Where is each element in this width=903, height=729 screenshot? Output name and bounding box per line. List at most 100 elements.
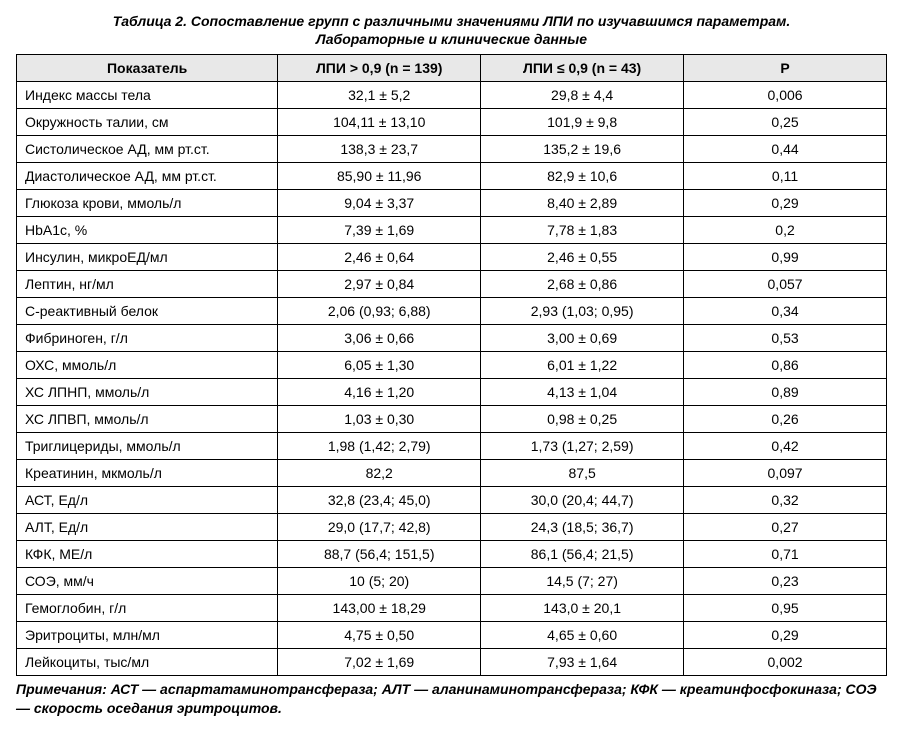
row-value-group1: 4,75 ± 0,50 (278, 622, 481, 649)
row-label: КФК, МЕ/л (17, 541, 278, 568)
row-label: ХС ЛПНП, ммоль/л (17, 379, 278, 406)
row-value-group1: 32,1 ± 5,2 (278, 82, 481, 109)
table-row: Эритроциты, млн/мл4,75 ± 0,504,65 ± 0,60… (17, 622, 887, 649)
data-table: Показатель ЛПИ > 0,9 (n = 139) ЛПИ ≤ 0,9… (16, 54, 887, 676)
table-row: Инсулин, микроЕД/мл2,46 ± 0,642,46 ± 0,5… (17, 244, 887, 271)
row-label: Лейкоциты, тыс/мл (17, 649, 278, 676)
table-row: HbA1c, %7,39 ± 1,697,78 ± 1,830,2 (17, 217, 887, 244)
table-title: Таблица 2. Сопоставление групп с различн… (16, 12, 887, 48)
row-value-group2: 6,01 ± 1,22 (481, 352, 684, 379)
table-row: С-реактивный белок2,06 (0,93; 6,88)2,93 … (17, 298, 887, 325)
header-group2: ЛПИ ≤ 0,9 (n = 43) (481, 55, 684, 82)
row-value-group2: 4,65 ± 0,60 (481, 622, 684, 649)
row-value-group1: 7,39 ± 1,69 (278, 217, 481, 244)
table-row: ОХС, ммоль/л6,05 ± 1,306,01 ± 1,220,86 (17, 352, 887, 379)
header-group1: ЛПИ > 0,9 (n = 139) (278, 55, 481, 82)
table-row: ХС ЛПВП, ммоль/л1,03 ± 0,300,98 ± 0,250,… (17, 406, 887, 433)
title-line-1: Таблица 2. Сопоставление групп с различн… (113, 13, 791, 29)
row-p-value: 0,26 (684, 406, 887, 433)
row-label: ХС ЛПВП, ммоль/л (17, 406, 278, 433)
row-value-group2: 101,9 ± 9,8 (481, 109, 684, 136)
header-row: Показатель ЛПИ > 0,9 (n = 139) ЛПИ ≤ 0,9… (17, 55, 887, 82)
row-p-value: 0,057 (684, 271, 887, 298)
table-row: СОЭ, мм/ч10 (5; 20)14,5 (7; 27)0,23 (17, 568, 887, 595)
row-value-group1: 7,02 ± 1,69 (278, 649, 481, 676)
row-value-group2: 14,5 (7; 27) (481, 568, 684, 595)
table-row: Креатинин, мкмоль/л82,287,50,097 (17, 460, 887, 487)
row-p-value: 0,86 (684, 352, 887, 379)
row-p-value: 0,002 (684, 649, 887, 676)
table-row: ХС ЛПНП, ммоль/л4,16 ± 1,204,13 ± 1,040,… (17, 379, 887, 406)
row-value-group2: 0,98 ± 0,25 (481, 406, 684, 433)
row-label: ОХС, ммоль/л (17, 352, 278, 379)
row-value-group1: 3,06 ± 0,66 (278, 325, 481, 352)
row-p-value: 0,23 (684, 568, 887, 595)
row-value-group2: 87,5 (481, 460, 684, 487)
row-value-group1: 2,46 ± 0,64 (278, 244, 481, 271)
row-value-group1: 85,90 ± 11,96 (278, 163, 481, 190)
row-value-group2: 29,8 ± 4,4 (481, 82, 684, 109)
row-label: Систолическое АД, мм рт.ст. (17, 136, 278, 163)
row-label: АСТ, Ед/л (17, 487, 278, 514)
table-row: АСТ, Ед/л32,8 (23,4; 45,0)30,0 (20,4; 44… (17, 487, 887, 514)
header-indicator: Показатель (17, 55, 278, 82)
row-p-value: 0,006 (684, 82, 887, 109)
row-label: С-реактивный белок (17, 298, 278, 325)
row-value-group1: 138,3 ± 23,7 (278, 136, 481, 163)
row-p-value: 0,2 (684, 217, 887, 244)
row-value-group2: 24,3 (18,5; 36,7) (481, 514, 684, 541)
table-footnote: Примечания: АСТ — аспартатаминотрансфера… (16, 680, 887, 716)
row-label: Диастолическое АД, мм рт.ст. (17, 163, 278, 190)
table-row: КФК, МЕ/л88,7 (56,4; 151,5)86,1 (56,4; 2… (17, 541, 887, 568)
table-row: Глюкоза крови, ммоль/л9,04 ± 3,378,40 ± … (17, 190, 887, 217)
row-value-group1: 29,0 (17,7; 42,8) (278, 514, 481, 541)
row-p-value: 0,32 (684, 487, 887, 514)
row-p-value: 0,42 (684, 433, 887, 460)
table-row: Лептин, нг/мл2,97 ± 0,842,68 ± 0,860,057 (17, 271, 887, 298)
table-row: АЛТ, Ед/л29,0 (17,7; 42,8)24,3 (18,5; 36… (17, 514, 887, 541)
row-value-group1: 82,2 (278, 460, 481, 487)
row-p-value: 0,097 (684, 460, 887, 487)
row-label: Эритроциты, млн/мл (17, 622, 278, 649)
row-label: Гемоглобин, г/л (17, 595, 278, 622)
row-p-value: 0,44 (684, 136, 887, 163)
row-p-value: 0,11 (684, 163, 887, 190)
row-p-value: 0,29 (684, 622, 887, 649)
row-label: АЛТ, Ед/л (17, 514, 278, 541)
row-label: Индекс массы тела (17, 82, 278, 109)
row-value-group1: 4,16 ± 1,20 (278, 379, 481, 406)
row-value-group1: 10 (5; 20) (278, 568, 481, 595)
row-value-group2: 7,93 ± 1,64 (481, 649, 684, 676)
row-value-group2: 1,73 (1,27; 2,59) (481, 433, 684, 460)
table-row: Систолическое АД, мм рт.ст.138,3 ± 23,71… (17, 136, 887, 163)
row-value-group1: 104,11 ± 13,10 (278, 109, 481, 136)
row-label: Триглицериды, ммоль/л (17, 433, 278, 460)
row-value-group2: 2,46 ± 0,55 (481, 244, 684, 271)
row-label: Креатинин, мкмоль/л (17, 460, 278, 487)
row-value-group1: 1,03 ± 0,30 (278, 406, 481, 433)
row-value-group2: 82,9 ± 10,6 (481, 163, 684, 190)
row-value-group2: 143,0 ± 20,1 (481, 595, 684, 622)
row-label: Фибриноген, г/л (17, 325, 278, 352)
row-value-group2: 30,0 (20,4; 44,7) (481, 487, 684, 514)
row-label: HbA1c, % (17, 217, 278, 244)
row-label: Глюкоза крови, ммоль/л (17, 190, 278, 217)
header-p: Р (684, 55, 887, 82)
row-value-group1: 6,05 ± 1,30 (278, 352, 481, 379)
row-label: Инсулин, микроЕД/мл (17, 244, 278, 271)
row-label: Лептин, нг/мл (17, 271, 278, 298)
table-row: Диастолическое АД, мм рт.ст.85,90 ± 11,9… (17, 163, 887, 190)
row-value-group2: 8,40 ± 2,89 (481, 190, 684, 217)
row-p-value: 0,34 (684, 298, 887, 325)
row-value-group2: 2,93 (1,03; 0,95) (481, 298, 684, 325)
row-value-group2: 135,2 ± 19,6 (481, 136, 684, 163)
row-value-group1: 1,98 (1,42; 2,79) (278, 433, 481, 460)
row-label: Окружность талии, см (17, 109, 278, 136)
table-row: Гемоглобин, г/л143,00 ± 18,29143,0 ± 20,… (17, 595, 887, 622)
row-p-value: 0,95 (684, 595, 887, 622)
row-p-value: 0,89 (684, 379, 887, 406)
row-value-group1: 32,8 (23,4; 45,0) (278, 487, 481, 514)
row-value-group1: 2,06 (0,93; 6,88) (278, 298, 481, 325)
row-value-group1: 143,00 ± 18,29 (278, 595, 481, 622)
row-value-group1: 9,04 ± 3,37 (278, 190, 481, 217)
